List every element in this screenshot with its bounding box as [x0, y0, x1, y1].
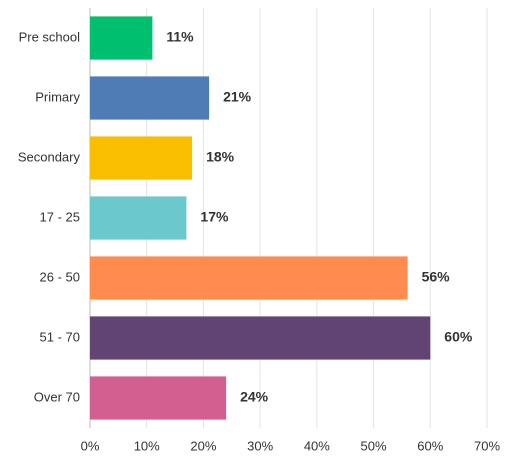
x-tick-label: 10%	[134, 438, 160, 453]
y-tick-label: Over 70	[34, 389, 80, 404]
bar	[90, 136, 193, 180]
value-label: 21%	[223, 89, 252, 105]
x-tick-label: 60%	[417, 438, 443, 453]
bar	[90, 376, 227, 420]
bar	[90, 16, 153, 60]
y-tick-label: Secondary	[18, 149, 81, 164]
bar	[90, 316, 431, 360]
bar	[90, 76, 210, 120]
y-tick-label: 51 - 70	[40, 329, 80, 344]
bar	[90, 196, 187, 240]
value-label: 60%	[444, 329, 473, 345]
y-tick-label: Pre school	[19, 29, 81, 44]
x-tick-label: 20%	[190, 438, 216, 453]
x-tick-label: 30%	[247, 438, 273, 453]
x-tick-label: 0%	[81, 438, 100, 453]
value-label: 17%	[200, 209, 229, 225]
x-tick-label: 50%	[361, 438, 387, 453]
x-tick-label: 40%	[304, 438, 330, 453]
value-label: 11%	[166, 29, 194, 45]
y-tick-label: 26 - 50	[40, 269, 80, 284]
value-label: 24%	[240, 389, 269, 405]
value-label: 18%	[206, 149, 235, 165]
y-tick-label: Primary	[35, 89, 80, 104]
x-tick-label: 70%	[474, 438, 500, 453]
value-label: 56%	[422, 269, 451, 285]
bar	[90, 256, 408, 300]
y-tick-label: 17 - 25	[40, 209, 80, 224]
